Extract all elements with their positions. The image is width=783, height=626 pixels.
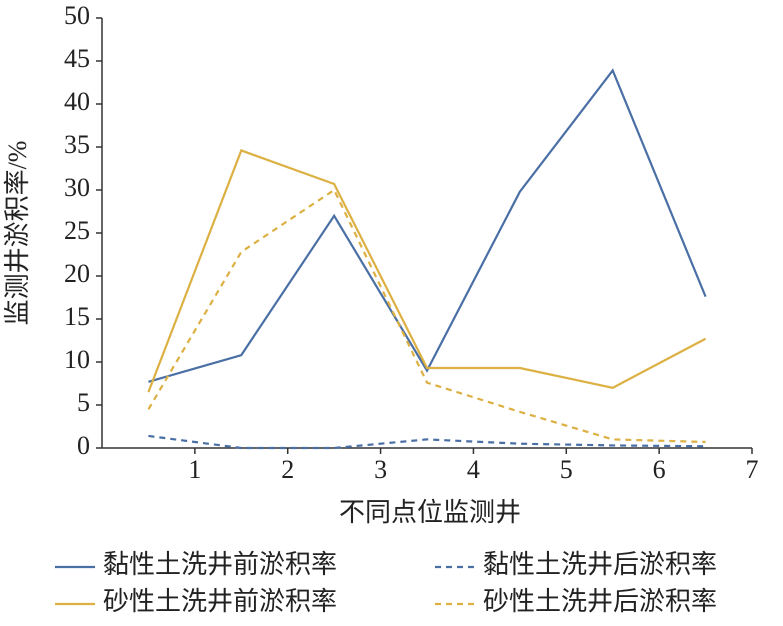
x-tick-label: 3: [374, 455, 387, 484]
legend-label: 黏性土洗井后淤积率: [483, 550, 717, 579]
y-tick-label: 15: [64, 302, 90, 331]
y-tick-label: 20: [64, 259, 90, 288]
y-tick-label: 45: [64, 44, 90, 73]
line: [147, 149, 707, 393]
x-tick-label: 5: [560, 455, 573, 484]
y-tick-label: 5: [77, 388, 90, 417]
legend-label: 黏性土洗井前淤积率: [103, 550, 337, 579]
y-tick-label: 40: [64, 87, 90, 116]
line: [148, 434, 706, 450]
y-tick-label: 10: [64, 345, 90, 374]
y-tick-label: 25: [64, 216, 90, 245]
line: [148, 68, 707, 383]
y-tick-label: 30: [64, 173, 90, 202]
x-tick-label: 7: [746, 455, 759, 484]
x-tick-label: 4: [467, 455, 480, 484]
x-tick-label: 2: [281, 455, 294, 484]
x-tick-label: 1: [188, 455, 201, 484]
line: [147, 188, 706, 444]
x-axis-title: 不同点位监测井: [339, 498, 521, 527]
y-tick-label: 50: [64, 1, 90, 30]
y-axis-title: 监测井淤积率/%: [3, 141, 32, 326]
legend-label: 砂性土洗井后淤积率: [483, 587, 717, 616]
y-tick-label: 0: [77, 431, 90, 460]
x-tick-label: 6: [653, 455, 666, 484]
y-tick-label: 35: [64, 130, 90, 159]
legend-label: 砂性土洗井前淤积率: [103, 587, 337, 616]
